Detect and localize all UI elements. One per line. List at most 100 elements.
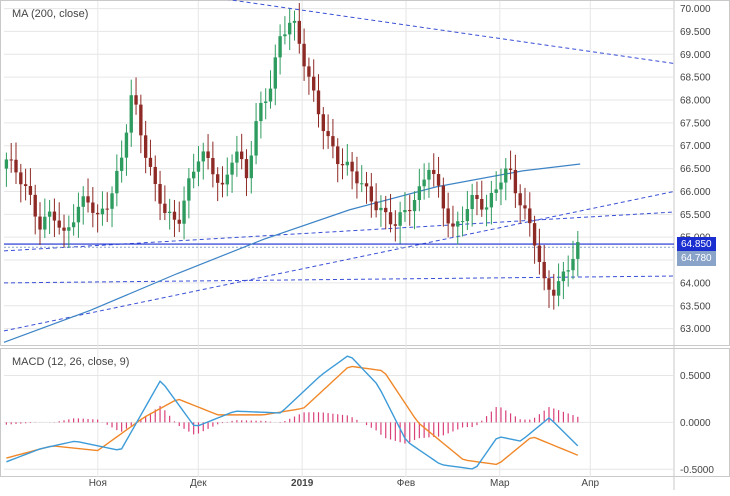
candle-up	[571, 258, 575, 271]
candle-up	[254, 121, 258, 156]
ma-200-line	[3, 163, 581, 343]
candle-down	[552, 289, 556, 296]
candle-down	[220, 182, 225, 185]
candle-up	[345, 161, 349, 166]
macd-tick-label: 0.0000	[680, 418, 711, 429]
candle-down	[331, 136, 335, 147]
candle-up	[259, 102, 263, 122]
candle-up	[561, 271, 566, 282]
candle-up	[470, 195, 474, 210]
candle-down	[302, 43, 306, 67]
candle-up	[76, 206, 81, 223]
candle-up	[191, 171, 196, 179]
candle-down	[388, 212, 393, 225]
candle-down	[148, 157, 153, 167]
trend-line	[3, 190, 675, 332]
time-tick-label: Апр	[581, 478, 599, 489]
candle-up	[576, 242, 580, 259]
candle-down	[374, 201, 378, 211]
candle-up	[556, 281, 561, 296]
price-tick-label: 65.500	[680, 210, 711, 221]
candle-down	[369, 186, 374, 202]
candle-down	[23, 184, 28, 187]
candle-up	[249, 155, 253, 179]
candle-up	[230, 162, 234, 175]
candle-down	[95, 212, 100, 215]
macd-tick-label: -0.5000	[680, 465, 714, 476]
candle-up	[360, 183, 364, 185]
candle-down	[134, 95, 138, 105]
trend-line	[3, 275, 675, 284]
candle-down	[518, 193, 522, 206]
candle-up	[278, 36, 282, 58]
candle-down	[350, 161, 354, 172]
candle-down	[542, 261, 546, 279]
candle-down	[28, 186, 33, 195]
candle-up	[71, 222, 76, 228]
candle-down	[153, 166, 157, 185]
trend-line	[227, 0, 675, 64]
candle-down	[215, 174, 220, 183]
candle-down	[163, 203, 167, 214]
macd-indicator-label: MACD (12, 26, close, 9)	[12, 356, 130, 368]
candle-up	[187, 178, 191, 201]
candle-down	[177, 219, 181, 224]
candle-down	[211, 157, 215, 175]
candle-down	[297, 20, 301, 44]
candle-down	[393, 224, 398, 226]
price-tick-label: 64.000	[680, 278, 711, 289]
candle-up	[119, 157, 124, 171]
candle-down	[316, 90, 321, 115]
candle-down	[523, 205, 527, 209]
candle-up	[100, 208, 105, 215]
candle-down	[364, 183, 369, 187]
candle-down	[206, 151, 210, 158]
price-panel-frame	[0, 0, 730, 346]
price-tick-label: 68.000	[680, 96, 711, 107]
candle-up	[292, 20, 297, 23]
candle-down	[528, 208, 532, 224]
candle-up	[225, 174, 229, 185]
candle-down	[340, 164, 345, 166]
candle-up	[566, 270, 570, 272]
price-tick-label: 69.500	[680, 27, 711, 38]
price-tick-label: 67.500	[680, 118, 711, 129]
candle-down	[513, 169, 518, 194]
candle-up	[273, 57, 277, 89]
candle-up	[494, 189, 498, 193]
candle-down	[480, 198, 484, 210]
candle-up	[167, 211, 172, 214]
candle-down	[86, 196, 90, 203]
candle-up	[67, 227, 71, 231]
candle-down	[62, 227, 66, 231]
candle-up	[43, 216, 47, 230]
candle-up	[110, 193, 114, 209]
candle-up	[283, 34, 287, 37]
candle-up	[124, 132, 129, 158]
candle-down	[451, 223, 455, 227]
trend-line	[3, 211, 675, 252]
time-tick-label: Мар	[490, 478, 510, 489]
price-tick-label: 66.500	[680, 164, 711, 175]
candle-up	[379, 207, 383, 211]
candle-down	[158, 184, 162, 204]
candle-down	[408, 210, 412, 212]
macd-line	[6, 355, 579, 470]
candle-down	[91, 202, 95, 213]
candle-down	[9, 159, 13, 161]
candle-down	[139, 104, 143, 136]
price-tick-label: 70.000	[680, 4, 711, 15]
candle-down	[475, 195, 479, 199]
price-tick-label: 63.000	[680, 324, 711, 335]
candle-up	[417, 186, 422, 201]
candle-down	[384, 207, 388, 213]
price-tick-label: 68.500	[680, 73, 711, 84]
price-tick-label: 69.000	[680, 50, 711, 61]
candle-down	[446, 208, 450, 224]
candle-up	[456, 221, 460, 227]
candle-down	[52, 211, 57, 221]
price-tick-label: 67.000	[680, 141, 711, 152]
candle-down	[307, 66, 311, 77]
candle-down	[240, 151, 244, 160]
